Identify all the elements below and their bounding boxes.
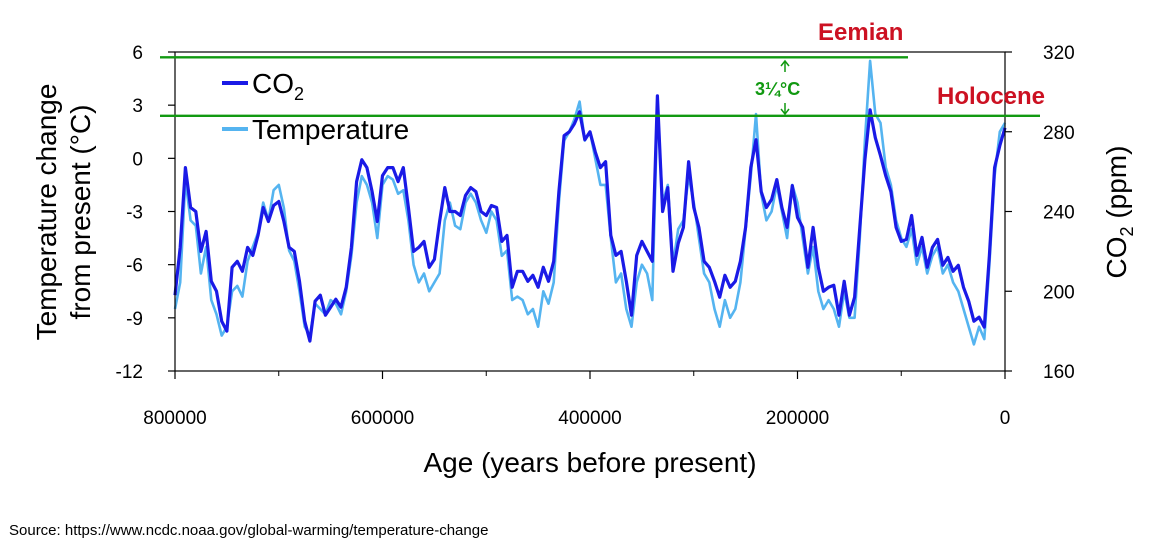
y-left-tick-label: 0 [132,149,143,170]
y-right-tick-label: 200 [1043,282,1075,303]
holocene-label: Holocene [937,83,1045,110]
y-left-tick-label: -12 [116,362,143,383]
svg-text:CO2 (ppm): CO2 (ppm) [1101,146,1137,279]
reference-lines [160,56,1040,118]
eemian-label: Eemian [818,19,903,46]
y-right-tick-label: 280 [1043,123,1075,144]
y-left-tick-label: -6 [126,256,143,277]
difference-arrows [780,59,790,116]
legend-co2-label: CO2 [252,68,304,104]
y-axis-left-title-line2: from present (°C) [65,104,96,319]
plot-lines [173,59,1007,346]
y-axis-right-title: CO2 (ppm) [1101,146,1137,279]
legend-temperature-label: Temperature [252,114,409,145]
y-left-tick-label: -9 [126,309,143,330]
axis-ticks: 800000 600000 400000 200000 0 6 3 0 -3 -6 -9 -12 320… [116,43,1075,429]
y-left-tick-label: -3 [126,203,143,224]
x-axis-title: Age (years before present) [423,447,756,478]
y-axis-left-title-line1: Temperature change [31,84,62,341]
x-tick-label: 200000 [766,408,829,429]
chart: 800000 600000 400000 200000 0 6 3 0 -3 -6 -9 -12 320… [31,19,1137,478]
y-right-tick-label: 160 [1043,362,1075,383]
x-tick-label: 0 [1000,408,1011,429]
legend: CO2 Temperature [222,68,409,145]
y-left-tick-label: 3 [132,96,143,117]
x-tick-label: 400000 [558,408,621,429]
difference-label: 3¼°C [755,79,800,99]
y-axis-left-title: Temperature change from present (°C) [31,84,96,341]
series-line-co2 [173,94,1007,343]
x-tick-label: 600000 [351,408,414,429]
y-right-tick-label: 240 [1043,203,1075,224]
source-note: Source: https://www.ncdc.noaa.gov/global… [9,522,489,539]
x-tick-label: 800000 [143,408,206,429]
y-left-tick-label: 6 [132,43,143,64]
y-right-tick-label: 320 [1043,43,1075,64]
